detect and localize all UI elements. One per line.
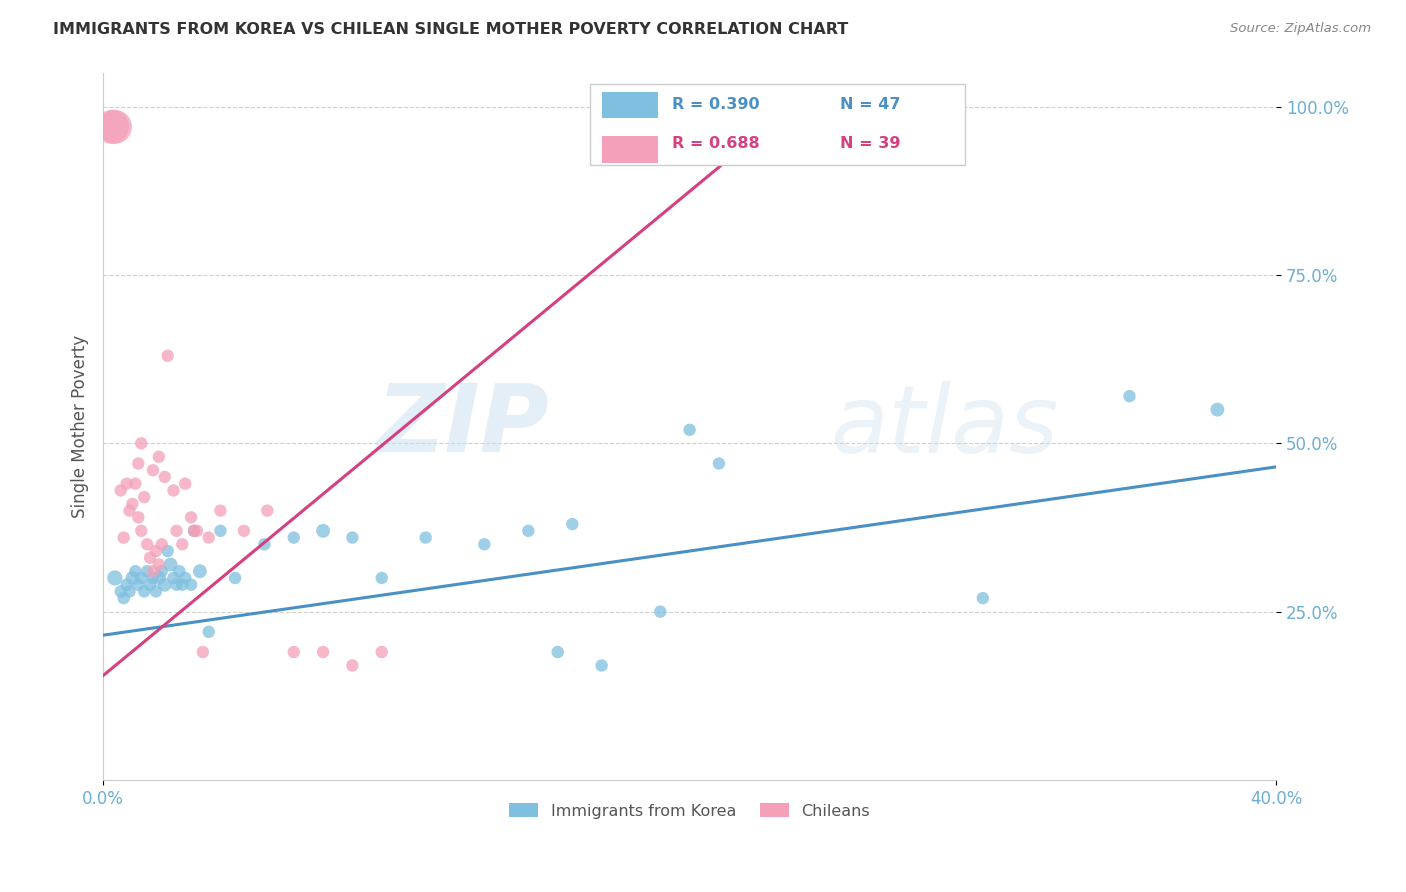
Point <box>150 564 173 578</box>
Point <box>148 571 170 585</box>
Point <box>183 524 205 538</box>
Point <box>127 577 149 591</box>
Point <box>188 564 211 578</box>
Y-axis label: Single Mother Poverty: Single Mother Poverty <box>72 334 89 518</box>
Point <box>134 490 156 504</box>
Point <box>183 524 205 538</box>
Point <box>209 524 232 538</box>
Point <box>283 531 305 545</box>
Point <box>110 584 132 599</box>
Point <box>124 564 146 578</box>
Point <box>162 571 184 585</box>
Point <box>180 510 202 524</box>
Text: R = 0.390: R = 0.390 <box>672 97 759 112</box>
Point <box>150 537 173 551</box>
Text: N = 47: N = 47 <box>839 97 900 112</box>
Point <box>517 524 540 538</box>
Point <box>472 537 495 551</box>
Point <box>650 605 672 619</box>
Point <box>165 524 187 538</box>
Point <box>136 564 159 578</box>
Point <box>1206 402 1229 417</box>
Point <box>197 624 219 639</box>
Point <box>1118 389 1140 403</box>
Point <box>127 510 149 524</box>
Point <box>129 571 152 585</box>
Point <box>209 503 232 517</box>
Point <box>145 584 167 599</box>
Point <box>162 483 184 498</box>
Point <box>312 645 335 659</box>
Point <box>142 571 165 585</box>
Point <box>283 645 305 659</box>
Point <box>124 476 146 491</box>
Text: Source: ZipAtlas.com: Source: ZipAtlas.com <box>1230 22 1371 36</box>
Point <box>148 450 170 464</box>
Legend: Immigrants from Korea, Chileans: Immigrants from Korea, Chileans <box>503 797 876 825</box>
Point <box>134 584 156 599</box>
Point <box>256 503 278 517</box>
Point <box>121 571 143 585</box>
Point <box>159 558 181 572</box>
Point <box>591 658 613 673</box>
Point <box>153 470 176 484</box>
Text: R = 0.688: R = 0.688 <box>672 136 759 152</box>
Point <box>142 463 165 477</box>
Point <box>169 564 191 578</box>
Point <box>232 524 254 538</box>
Text: ZIP: ZIP <box>375 381 548 473</box>
Point <box>129 524 152 538</box>
Point <box>224 571 246 585</box>
Point <box>121 497 143 511</box>
Point <box>561 517 583 532</box>
Point <box>112 591 135 606</box>
Point <box>312 524 335 538</box>
Point <box>186 524 208 538</box>
Text: atlas: atlas <box>831 381 1059 472</box>
Point <box>165 577 187 591</box>
Point <box>136 537 159 551</box>
Point <box>139 577 162 591</box>
Point <box>174 571 197 585</box>
FancyBboxPatch shape <box>591 84 966 165</box>
Point <box>139 550 162 565</box>
Point <box>191 645 214 659</box>
FancyBboxPatch shape <box>602 92 658 118</box>
Point <box>153 577 176 591</box>
Point <box>127 457 149 471</box>
Point <box>101 120 124 134</box>
Text: N = 39: N = 39 <box>839 136 900 152</box>
Point <box>118 503 141 517</box>
Point <box>172 537 194 551</box>
Point <box>156 544 179 558</box>
Point <box>115 577 138 591</box>
Point <box>707 457 730 471</box>
Point <box>678 423 700 437</box>
Point <box>172 577 194 591</box>
FancyBboxPatch shape <box>602 136 658 163</box>
Point <box>118 584 141 599</box>
Point <box>142 564 165 578</box>
Point <box>342 658 364 673</box>
Point <box>112 531 135 545</box>
Point <box>129 436 152 450</box>
Point <box>104 571 127 585</box>
Point <box>253 537 276 551</box>
Point <box>156 349 179 363</box>
Point <box>104 120 127 134</box>
Point <box>115 476 138 491</box>
Point <box>547 645 569 659</box>
Point <box>972 591 994 606</box>
Point <box>415 531 437 545</box>
Point <box>145 544 167 558</box>
Point <box>148 558 170 572</box>
Point <box>110 483 132 498</box>
Point <box>370 645 392 659</box>
Point <box>370 571 392 585</box>
Point <box>174 476 197 491</box>
Text: IMMIGRANTS FROM KOREA VS CHILEAN SINGLE MOTHER POVERTY CORRELATION CHART: IMMIGRANTS FROM KOREA VS CHILEAN SINGLE … <box>53 22 849 37</box>
Point <box>197 531 219 545</box>
Point <box>180 577 202 591</box>
Point <box>342 531 364 545</box>
